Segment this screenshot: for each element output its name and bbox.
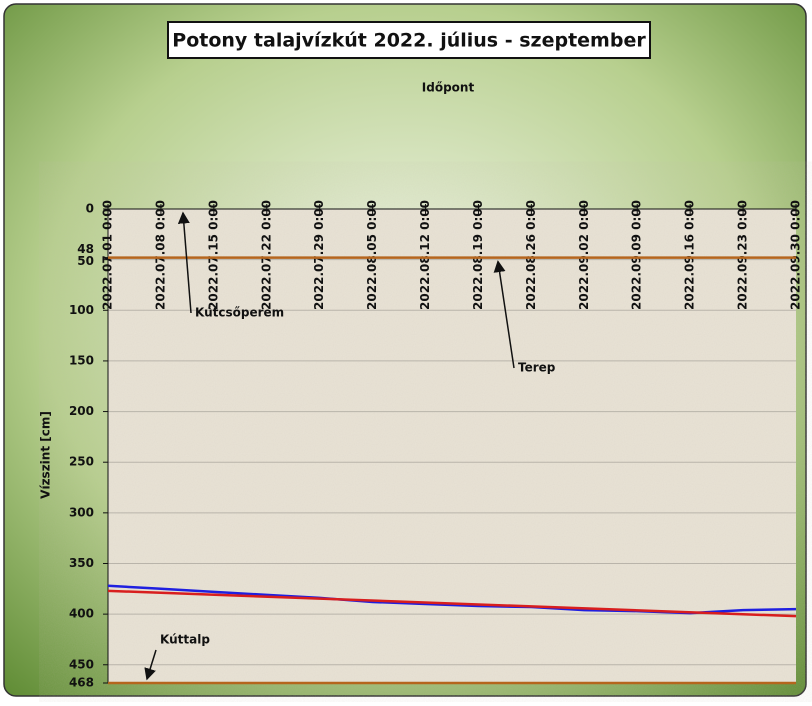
annotation-label: Kútcsőperem	[195, 306, 284, 320]
y-tick-label: 300	[69, 505, 94, 519]
x-tick-label: 2022.09.09 0:00	[630, 200, 644, 310]
x-tick-label: 2022.07.15 0:00	[206, 200, 220, 310]
x-tick-label: 2022.08.05 0:00	[365, 200, 379, 310]
chart-title: Potony talajvízkút 2022. július - szepte…	[172, 30, 646, 52]
x-tick-label: 2022.07.29 0:00	[312, 200, 326, 310]
y-tick-label: 468	[69, 676, 94, 690]
y-tick-label: 0	[86, 202, 94, 216]
y-tick-label: 150	[69, 353, 94, 367]
y-tick-label: 100	[69, 303, 94, 317]
x-axis-label: Időpont	[422, 81, 475, 95]
x-tick-label: 2022.08.12 0:00	[418, 200, 432, 310]
y-tick-label: 250	[69, 455, 94, 469]
x-tick-label: 2022.08.19 0:00	[471, 200, 485, 310]
x-tick-label: 2022.08.26 0:00	[524, 200, 538, 310]
x-tick-label: 2022.09.23 0:00	[736, 200, 750, 310]
y-tick-label: 50	[77, 254, 94, 268]
annotation-label: Kúttalp	[160, 633, 210, 647]
annotation-label: Terep	[518, 361, 556, 375]
y-axis-label: Vízszint [cm]	[39, 411, 53, 499]
x-tick-label: 2022.09.30 0:00	[789, 200, 803, 310]
x-tick-label: 2022.07.08 0:00	[153, 200, 167, 310]
y-tick-label: 200	[69, 404, 94, 418]
x-tick-label: 2022.09.16 0:00	[683, 200, 697, 310]
x-tick-label: 2022.09.02 0:00	[577, 200, 591, 310]
chart: Potony talajvízkút 2022. július - szepte…	[0, 0, 812, 702]
y-tick-label: 400	[69, 607, 94, 621]
y-tick-label: 350	[69, 556, 94, 570]
x-tick-label: 2022.07.22 0:00	[259, 200, 273, 310]
y-tick-label: 450	[69, 657, 94, 671]
